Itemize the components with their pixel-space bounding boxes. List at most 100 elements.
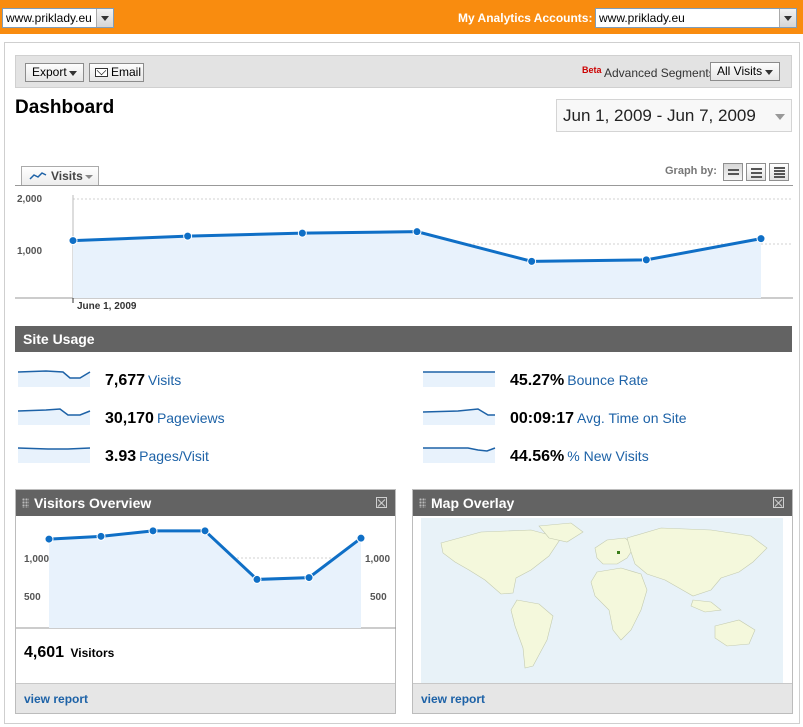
visitors-graph: 1,000 500 1,000 500: [16, 526, 396, 629]
site-usage-header: Site Usage: [15, 326, 792, 352]
panel-footer: view report: [16, 683, 395, 713]
caret-down-icon: [765, 70, 773, 75]
panel-header[interactable]: Map Overlay: [413, 490, 792, 516]
caret-down-icon[interactable]: [775, 114, 785, 120]
data-point[interactable]: [200, 526, 210, 536]
north-america-shape: [440, 529, 562, 595]
data-point[interactable]: [412, 227, 422, 237]
metric-link-visits[interactable]: Visits: [148, 372, 182, 388]
toolbar: Export Email Beta Advanced Segments: All…: [15, 55, 792, 88]
map-overlay-panel: Map Overlay view report: [412, 489, 793, 714]
europe-shape: [594, 537, 636, 565]
metric-value: 3.93 Pages/Visit: [105, 448, 209, 465]
data-point[interactable]: [756, 234, 766, 244]
visitors-series: [44, 526, 366, 628]
sparkline: [423, 408, 495, 425]
indonesia-shape: [690, 599, 722, 613]
metric-value: 44.56%% New Visits: [510, 448, 649, 465]
metric-link-bounce-rate[interactable]: Bounce Rate: [567, 372, 649, 388]
highlighted-country[interactable]: [617, 551, 620, 554]
drag-handle-icon[interactable]: [22, 498, 29, 508]
africa-shape: [590, 567, 648, 641]
series-area: [73, 231, 761, 298]
email-button[interactable]: Email: [89, 63, 144, 82]
drag-handle-icon[interactable]: [419, 498, 426, 508]
world-map[interactable]: [421, 518, 783, 683]
graph-metric-tab[interactable]: Visits: [21, 166, 99, 186]
site-selector-value: www.priklady.eu: [6, 11, 92, 25]
graph-by-week-button[interactable]: [746, 163, 766, 181]
site-selector[interactable]: www.priklady.eu: [2, 8, 114, 28]
y-tick-label: 1,000: [24, 554, 49, 565]
sparkline: [18, 447, 91, 463]
top-bar: www.priklady.eu My Analytics Accounts: w…: [0, 0, 803, 34]
accounts-selector[interactable]: www.priklady.eu: [595, 8, 797, 28]
y-tick-label: 1,000: [17, 246, 42, 257]
data-point[interactable]: [68, 236, 78, 246]
accounts-label: My Analytics Accounts:: [458, 11, 593, 25]
page-title: Dashboard: [15, 97, 115, 118]
data-point[interactable]: [96, 531, 106, 541]
date-range-picker[interactable]: Jun 1, 2009 - Jun 7, 2009: [556, 99, 792, 132]
metric-value: 45.27% Bounce Rate: [510, 372, 649, 389]
greenland-shape: [538, 522, 584, 543]
metric-link-new-visits[interactable]: % New Visits: [567, 448, 649, 464]
export-button[interactable]: Export: [25, 63, 84, 82]
panel-title: Visitors Overview: [34, 495, 152, 511]
y-tick-label: 2,000: [17, 194, 42, 205]
view-report-link[interactable]: view report: [24, 692, 89, 706]
panel-footer: view report: [413, 683, 792, 713]
segment-value: All Visits: [717, 64, 763, 78]
data-point[interactable]: [148, 526, 158, 536]
email-label: Email: [111, 65, 142, 79]
series-area: [49, 530, 361, 628]
panel-header[interactable]: Visitors Overview: [16, 490, 395, 516]
content-frame: [4, 42, 800, 724]
sparkline: [423, 371, 495, 387]
visitors-count: 4,601 Visitors: [24, 644, 114, 662]
graph-by-day-button[interactable]: [723, 163, 743, 181]
data-point[interactable]: [44, 534, 54, 544]
graph-by-month-button[interactable]: [769, 163, 789, 181]
close-icon[interactable]: [376, 497, 387, 508]
beta-badge: Beta: [582, 65, 602, 75]
data-point[interactable]: [297, 228, 307, 238]
visitors-count-value: 4,601: [24, 644, 65, 661]
metric-link-pages-per-visit[interactable]: Pages/Visit: [139, 448, 209, 464]
sparkline: [423, 447, 496, 463]
view-report-link[interactable]: view report: [421, 692, 486, 706]
segment-selector[interactable]: All Visits: [710, 62, 780, 81]
graph-by-label: Graph by:: [665, 165, 717, 177]
visits-graph: 2,000 1,000 June 1, 2009: [15, 185, 793, 312]
metric-value: 30,170 Pageviews: [105, 410, 225, 427]
metric-value: 7,677 Visits: [105, 372, 182, 389]
y-tick-label: 1,000: [365, 554, 390, 565]
chevron-down-icon[interactable]: [96, 9, 113, 27]
chevron-down-icon[interactable]: [779, 9, 796, 27]
panel-title: Map Overlay: [431, 495, 515, 511]
data-point[interactable]: [356, 533, 366, 543]
close-icon[interactable]: [773, 497, 784, 508]
export-label: Export: [32, 65, 67, 79]
accounts-selector-value: www.priklady.eu: [599, 11, 685, 25]
metric-value: 00:09:17 Avg. Time on Site: [510, 410, 687, 427]
x-tick-label: June 1, 2009: [77, 301, 137, 312]
caret-down-icon: [69, 71, 77, 76]
data-point[interactable]: [527, 256, 537, 266]
south-america-shape: [510, 599, 554, 669]
advanced-segments-label: Advanced Segments:: [604, 66, 719, 80]
visitors-overview-panel: Visitors Overview 1,000 500 1,000 500 4,…: [15, 489, 396, 714]
data-point[interactable]: [183, 231, 193, 241]
graph-metric-label: Visits: [51, 169, 83, 183]
data-point[interactable]: [304, 573, 314, 583]
visitors-count-label: Visitors: [70, 646, 115, 660]
y-tick-label: 500: [370, 592, 387, 603]
metric-link-avg-time[interactable]: Avg. Time on Site: [577, 410, 687, 426]
australia-shape: [714, 619, 756, 647]
line-chart-icon: [29, 172, 47, 180]
sparkline: [18, 370, 91, 387]
data-point[interactable]: [641, 255, 651, 265]
data-point[interactable]: [252, 574, 262, 584]
metric-link-pageviews[interactable]: Pageviews: [156, 410, 225, 426]
y-tick-label: 500: [24, 592, 41, 603]
